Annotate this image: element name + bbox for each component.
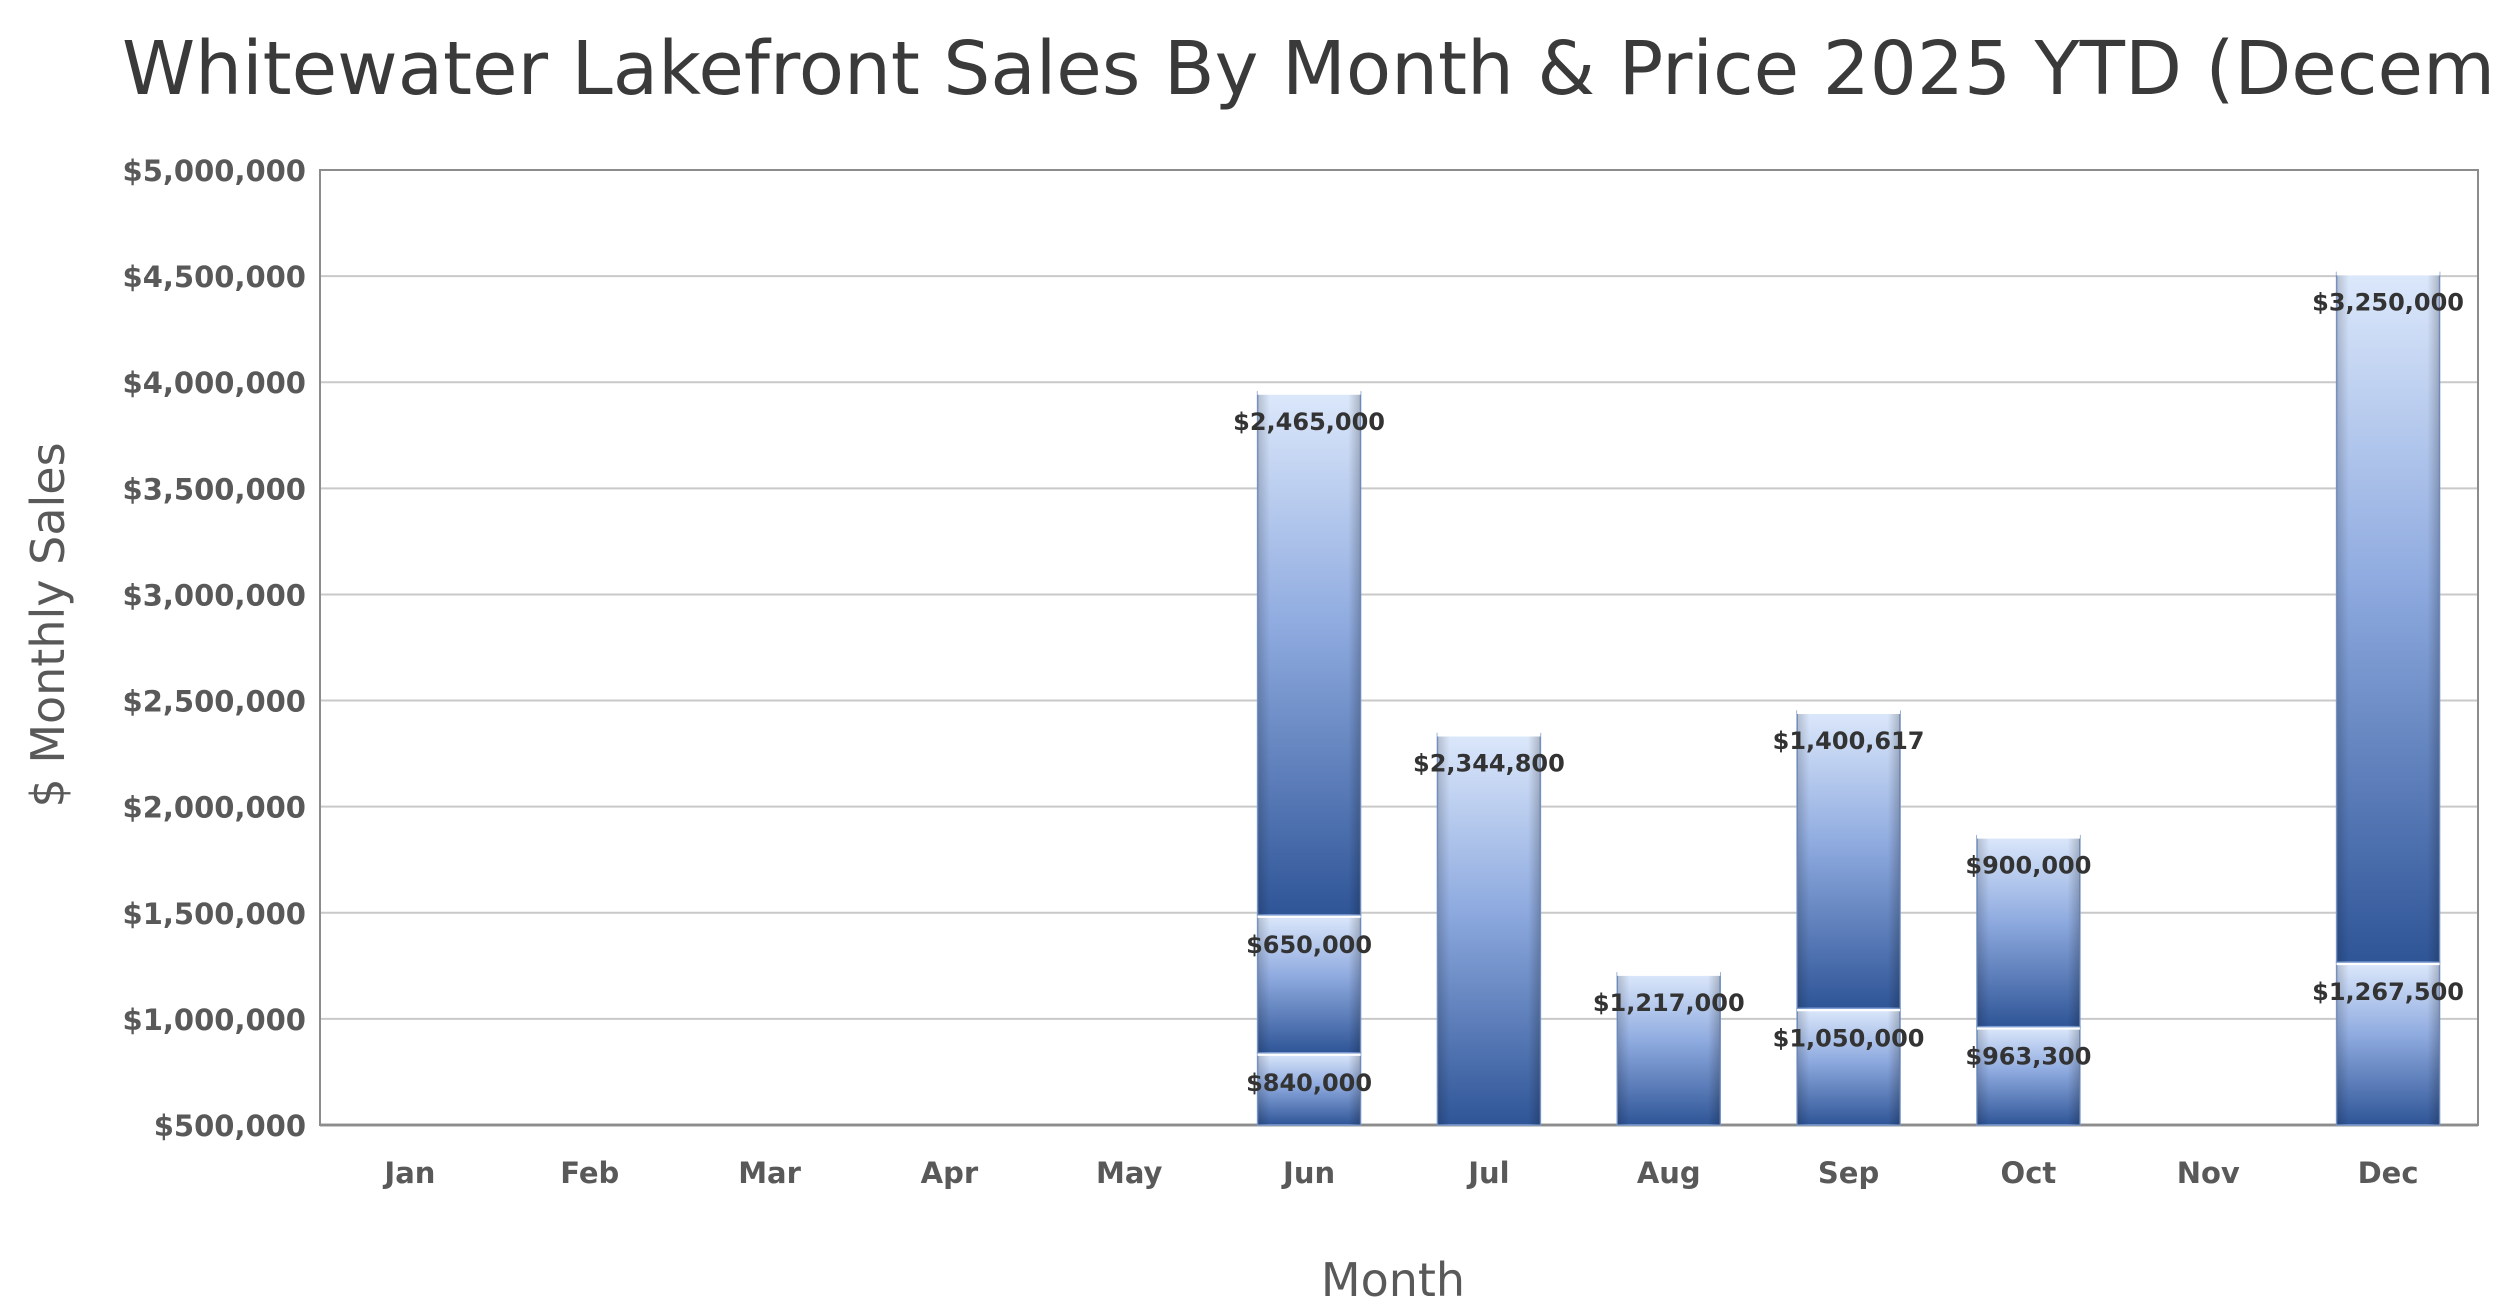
x-tick-label: Aug bbox=[1637, 1156, 1701, 1190]
bar-segment-shade bbox=[1257, 391, 1361, 915]
y-tick-label: $1,500,000 bbox=[123, 897, 306, 931]
y-tick-label: $4,000,000 bbox=[123, 366, 306, 400]
data-label: $1,217,000 bbox=[1593, 989, 1745, 1017]
bar-segment bbox=[1796, 1007, 1901, 1126]
x-axis-title: Month bbox=[1321, 1253, 1465, 1307]
bar-segment-shade bbox=[2336, 962, 2440, 1125]
data-label: $1,400,617 bbox=[1773, 727, 1925, 755]
x-tick-label: Jul bbox=[1466, 1156, 1509, 1190]
data-label: $3,250,000 bbox=[2312, 288, 2464, 316]
x-tick-label: Jun bbox=[1281, 1156, 1335, 1190]
data-label: $650,000 bbox=[1246, 931, 1372, 959]
x-tick-label: Dec bbox=[2358, 1156, 2419, 1190]
bar-segment-shade bbox=[1797, 1008, 1901, 1125]
y-tick-label: $2,000,000 bbox=[123, 791, 306, 825]
data-labels: $840,000 $650,000 $2,465,000 $2,344,800 $1,2… bbox=[1233, 288, 2464, 1096]
y-tick-label: $3,500,000 bbox=[123, 472, 306, 506]
data-label: $2,465,000 bbox=[1233, 408, 1385, 436]
gridlines bbox=[320, 169, 2478, 1127]
x-axis-ticks: Jan Feb Mar Apr May Jun Jul Aug Sep Oct Nov Dec bbox=[382, 1156, 2418, 1190]
x-tick-label: Mar bbox=[738, 1156, 801, 1190]
data-label: $1,267,500 bbox=[2312, 978, 2464, 1006]
x-tick-label: Jan bbox=[382, 1156, 435, 1190]
bar-segment bbox=[2335, 271, 2441, 963]
x-tick-label: Sep bbox=[1818, 1156, 1879, 1190]
plot-area-border bbox=[319, 169, 2479, 1126]
x-tick-label: Nov bbox=[2177, 1156, 2240, 1190]
y-axis-title: $ Monthly Sales bbox=[21, 442, 75, 807]
data-label: $900,000 bbox=[1965, 852, 2091, 880]
data-label: $2,344,800 bbox=[1413, 749, 1565, 777]
bar-segment bbox=[1256, 1051, 1362, 1126]
bar-segment-shade bbox=[2336, 272, 2440, 963]
y-tick-label: $4,500,000 bbox=[123, 260, 306, 294]
y-tick-label: $5,000,000 bbox=[123, 154, 306, 188]
data-label: $963,300 bbox=[1965, 1043, 2091, 1071]
y-tick-label: $1,000,000 bbox=[123, 1003, 306, 1037]
bar-segment-shade bbox=[1976, 1026, 2080, 1125]
y-axis-ticks: $500,000 $1,000,000 $1,500,000 $2,000,000 $2… bbox=[123, 154, 306, 1143]
bar-segment bbox=[1436, 732, 1542, 1126]
data-label: $1,050,000 bbox=[1773, 1024, 1925, 1052]
bar-segment-shade bbox=[1437, 733, 1541, 1125]
y-tick-label: $3,000,000 bbox=[123, 578, 306, 612]
bar-segment-shade bbox=[1617, 972, 1721, 1125]
bar-segment-shade bbox=[1976, 835, 2080, 1027]
bar-segment bbox=[2335, 961, 2441, 1126]
bar-segment-shade bbox=[1797, 711, 1901, 1009]
bar-segment bbox=[1796, 710, 1901, 1010]
bar-segment-shade bbox=[1257, 1052, 1361, 1125]
bar-segment-shade bbox=[1257, 914, 1361, 1053]
x-tick-label: May bbox=[1096, 1156, 1163, 1190]
chart-title: Whitewater Lakefront Sales By Month & Pr… bbox=[122, 26, 2500, 112]
bar-segment bbox=[1616, 971, 1721, 1126]
bar-segment bbox=[1976, 1025, 2081, 1126]
bar-segment bbox=[1256, 390, 1362, 916]
bar-segment bbox=[1976, 834, 2081, 1028]
x-tick-label: Oct bbox=[2001, 1156, 2057, 1190]
y-tick-label: $2,500,000 bbox=[123, 685, 306, 719]
x-tick-label: Feb bbox=[560, 1156, 619, 1190]
bar-segment bbox=[1256, 913, 1362, 1054]
x-tick-label: Apr bbox=[921, 1156, 979, 1190]
bars bbox=[1256, 271, 2441, 1126]
y-tick-label: $500,000 bbox=[154, 1109, 306, 1143]
data-label: $840,000 bbox=[1246, 1069, 1372, 1097]
